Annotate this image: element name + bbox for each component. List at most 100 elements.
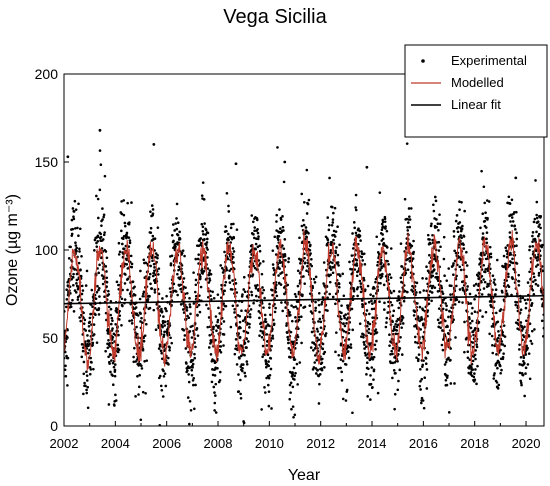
experimental-point [267, 360, 270, 363]
experimental-point [234, 282, 238, 285]
experimental-point [260, 335, 264, 339]
experimental-point [364, 302, 367, 305]
experimental-point [373, 287, 376, 290]
experimental-point [374, 277, 378, 281]
experimental-point [71, 227, 75, 231]
experimental-point [120, 297, 124, 301]
experimental-point [107, 355, 110, 359]
experimental-point [340, 370, 343, 374]
experimental-point [317, 303, 321, 307]
experimental-point [214, 411, 218, 414]
experimental-point [418, 384, 422, 388]
experimental-point [459, 268, 463, 272]
experimental-point [120, 212, 124, 216]
experimental-point [483, 280, 487, 284]
experimental-point [254, 286, 258, 290]
experimental-point [373, 299, 377, 303]
experimental-point [213, 374, 217, 377]
experimental-point [491, 343, 494, 347]
experimental-point [218, 370, 222, 374]
experimental-point [281, 215, 284, 218]
experimental-point [334, 302, 337, 306]
experimental-point [486, 269, 490, 273]
experimental-point [441, 307, 445, 311]
experimental-point [381, 218, 385, 222]
experimental-point [327, 223, 331, 227]
experimental-point [233, 311, 236, 314]
experimental-point [334, 249, 337, 253]
experimental-point [479, 226, 482, 230]
experimental-point [538, 223, 541, 226]
experimental-point [300, 224, 304, 228]
experimental-point [290, 304, 293, 307]
experimental-point [534, 278, 537, 282]
experimental-point [230, 288, 234, 291]
experimental-point [419, 328, 423, 331]
experimental-point [440, 284, 443, 288]
experimental-point [72, 210, 76, 213]
experimental-point [314, 306, 318, 310]
experimental-point [91, 343, 94, 347]
experimental-point [153, 269, 156, 273]
experimental-point [191, 379, 195, 382]
experimental-point [95, 245, 99, 248]
experimental-point [82, 311, 85, 315]
experimental-point [251, 273, 255, 276]
experimental-point [359, 239, 362, 242]
experimental-point [381, 272, 384, 276]
experimental-point [85, 391, 89, 395]
experimental-point [531, 234, 534, 238]
experimental-point [374, 280, 377, 284]
experimental-point [378, 191, 382, 194]
experimental-point [250, 214, 254, 217]
experimental-point [455, 214, 459, 217]
experimental-point [522, 359, 525, 363]
experimental-point [287, 347, 291, 350]
experimental-point [358, 322, 362, 326]
experimental-point [342, 322, 345, 325]
experimental-point [246, 321, 249, 325]
experimental-point [234, 162, 238, 166]
experimental-point [343, 324, 347, 328]
experimental-point [84, 384, 87, 388]
experimental-point [533, 217, 537, 221]
experimental-point [121, 237, 125, 241]
experimental-point [97, 313, 101, 316]
experimental-point [381, 220, 385, 224]
experimental-point [133, 293, 137, 297]
experimental-point [152, 271, 156, 275]
experimental-point [483, 219, 487, 223]
experimental-point [117, 333, 120, 337]
experimental-point [426, 309, 430, 312]
experimental-point [468, 358, 472, 361]
experimental-point [535, 213, 538, 217]
experimental-point [411, 257, 415, 260]
experimental-point [522, 335, 526, 339]
experimental-point [513, 224, 516, 228]
experimental-point [153, 291, 157, 294]
experimental-point [465, 275, 468, 279]
experimental-point [148, 294, 151, 298]
experimental-point [448, 309, 451, 313]
experimental-point [363, 263, 367, 266]
experimental-point [126, 201, 129, 205]
experimental-point [176, 272, 179, 276]
experimental-point [94, 313, 97, 317]
experimental-point [385, 316, 389, 320]
experimental-point [486, 216, 489, 220]
experimental-point [89, 356, 92, 360]
experimental-point [262, 288, 266, 292]
experimental-point [216, 320, 219, 324]
experimental-point [211, 373, 215, 377]
experimental-point [490, 334, 494, 338]
experimental-point [354, 208, 358, 212]
experimental-point [72, 272, 75, 276]
experimental-point [101, 207, 104, 210]
experimental-point [437, 307, 441, 310]
experimental-point [335, 331, 338, 334]
experimental-point [472, 355, 475, 358]
experimental-point [533, 328, 536, 331]
experimental-point [356, 286, 360, 289]
experimental-point [375, 235, 379, 239]
x-tick-label: 2020 [512, 436, 541, 451]
